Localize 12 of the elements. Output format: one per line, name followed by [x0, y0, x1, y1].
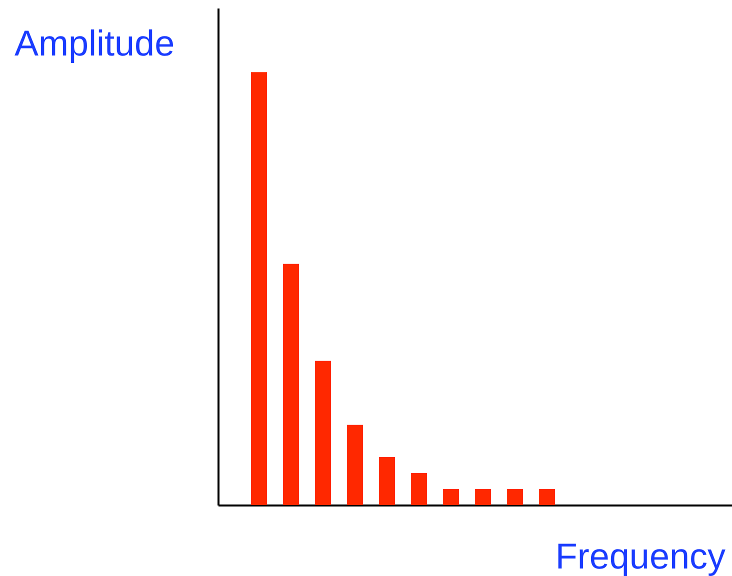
bar [251, 72, 268, 505]
bar [283, 264, 300, 505]
bar [475, 488, 492, 505]
bar [507, 488, 524, 505]
bar [315, 360, 332, 505]
bar [411, 472, 428, 505]
bar [347, 424, 364, 505]
x-axis-title: Frequency [555, 536, 726, 576]
bar [539, 488, 556, 505]
y-axis-title: Amplitude [14, 22, 175, 64]
bar [379, 456, 396, 505]
bar [443, 488, 460, 505]
